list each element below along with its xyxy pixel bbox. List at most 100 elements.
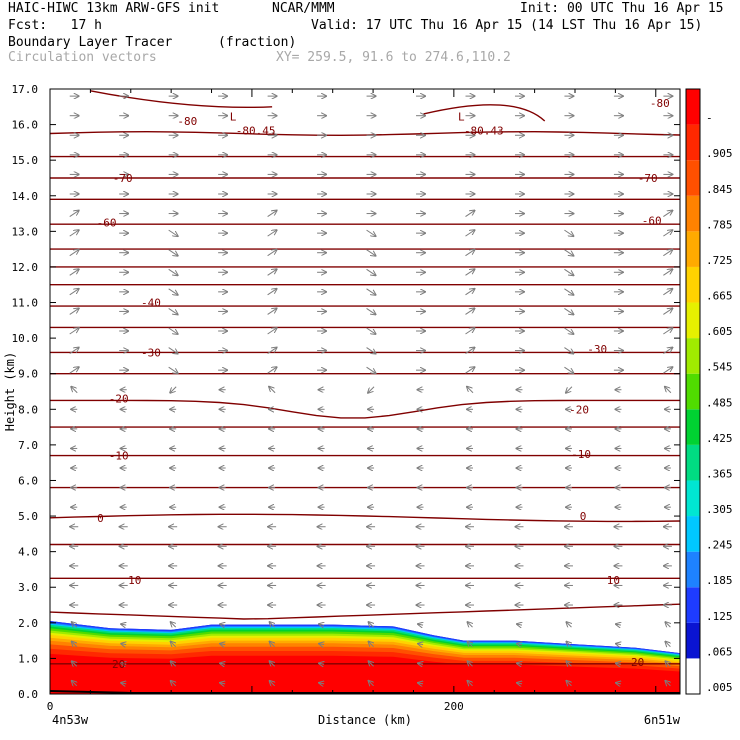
- circulation-vector: [319, 663, 324, 664]
- circulation-vector: [319, 683, 324, 684]
- colorbar-swatch: [686, 587, 700, 623]
- y-tick-label: 15.0: [12, 154, 39, 167]
- circulation-vector: [319, 644, 324, 645]
- contour-label: -30: [587, 343, 607, 356]
- y-tick-label: 10.0: [12, 332, 39, 345]
- x-endpoint-left: 4n53w: [52, 713, 89, 727]
- circulation-vector: [564, 327, 573, 334]
- circulation-vector: [418, 683, 423, 684]
- circulation-vector: [665, 642, 670, 647]
- circulation-vector: [566, 681, 571, 686]
- field-name: Boundary Layer Tracer: [8, 35, 173, 50]
- circulation-vector: [564, 249, 573, 256]
- circulation-vector: [369, 681, 374, 686]
- circulation-vector: [468, 622, 473, 627]
- contour-label: -70: [638, 172, 658, 185]
- circulation-vector: [465, 367, 475, 374]
- colorbar-swatch: [686, 516, 700, 552]
- contour-label: 0: [97, 512, 104, 525]
- contour-label: 10: [607, 574, 620, 587]
- y-tick-label: 5.0: [18, 510, 38, 523]
- circulation-vector: [168, 229, 178, 236]
- temperature-contour-line: [50, 399, 680, 419]
- colorbar-label: .545: [706, 361, 733, 374]
- vector-legend: Circulation vectors: [8, 50, 157, 65]
- org-label: NCAR/MMM: [272, 1, 335, 16]
- circulation-vector: [171, 642, 176, 647]
- circulation-vector: [270, 661, 275, 666]
- y-tick-label: 1.0: [18, 652, 38, 665]
- colorbar-swatch: [686, 302, 700, 339]
- contour-label: -30: [141, 346, 161, 359]
- circulation-vector: [168, 268, 178, 275]
- y-tick-label: 16.0: [12, 119, 39, 132]
- circulation-vector: [267, 367, 277, 374]
- circulation-vector: [366, 288, 376, 295]
- y-tick-label: 13.0: [12, 225, 39, 238]
- colorbar-swatch: [686, 444, 700, 481]
- colorbar-label: .725: [706, 254, 733, 267]
- contour-label: -60: [97, 216, 117, 229]
- circulation-vector: [270, 681, 275, 686]
- circulation-vector: [220, 683, 225, 684]
- circulation-vector: [465, 289, 475, 296]
- colorbar-swatch: [686, 231, 700, 267]
- circulation-vector: [564, 366, 573, 373]
- colorbar-swatch: [686, 480, 700, 517]
- circulation-vector: [121, 624, 126, 625]
- colorbar-swatch: [686, 551, 700, 588]
- circulation-vector: [366, 308, 376, 314]
- y-tick-label: 12.0: [12, 261, 39, 274]
- circulation-vector: [69, 211, 79, 217]
- contour-label: 20: [631, 656, 644, 669]
- colorbar-label: .425: [706, 432, 733, 445]
- circulation-vector: [566, 642, 571, 647]
- circulation-vector: [72, 642, 77, 647]
- temperature-contour-line: [50, 603, 680, 620]
- circulation-vector: [168, 288, 178, 295]
- circulation-vector: [69, 269, 79, 276]
- y-tick-label: 11.0: [12, 297, 39, 310]
- colorbar-label: .485: [706, 396, 733, 409]
- circulation-vector: [564, 347, 573, 354]
- circulation-vector: [121, 683, 126, 684]
- circulation-vector: [467, 387, 474, 394]
- forecast-hour: Fcst: 17 h: [8, 18, 102, 33]
- colorbar-label: .845: [706, 183, 733, 196]
- circulation-vector: [517, 683, 522, 684]
- colorbar-swatch: [686, 338, 700, 374]
- circulation-vector: [121, 644, 126, 645]
- colorbar-frame: [685, 88, 701, 695]
- circulation-vector: [418, 624, 423, 625]
- circulation-vector: [465, 328, 475, 335]
- contour-label: -70: [113, 172, 133, 185]
- contour-label: 10: [128, 574, 141, 587]
- circulation-vector: [369, 661, 374, 666]
- y-tick-label: 3.0: [18, 581, 38, 594]
- contour-label: -80: [177, 115, 197, 128]
- circulation-vector: [168, 327, 178, 334]
- circulation-vector: [468, 661, 473, 666]
- circulation-vector: [267, 230, 277, 237]
- temperature-contours: [50, 90, 680, 665]
- minimum-mark: L: [458, 110, 465, 123]
- circulation-vector: [564, 308, 573, 314]
- contour-label: -40: [141, 297, 161, 310]
- colorbar-swatch: [686, 658, 700, 694]
- circulation-vector: [517, 663, 522, 664]
- circulation-vector: [168, 347, 178, 354]
- colorbar-swatch: [686, 195, 700, 232]
- circulation-vector: [663, 367, 672, 374]
- colorbar-label: -: [706, 112, 713, 125]
- circulation-vector: [72, 661, 77, 666]
- circulation-vector: [663, 250, 672, 257]
- temperature-contour-line: [423, 104, 546, 122]
- circulation-vector: [72, 681, 77, 686]
- axes: 0.0 1.0 2.0 3.0 4.0 5.0 6.0 7.0 8.0 9.0 10.0 11.0 12…: [3, 83, 681, 727]
- circulation-vector: [267, 348, 277, 354]
- circulation-vector: [665, 681, 670, 686]
- y-tick-label: 2.0: [18, 617, 38, 630]
- circulation-vector: [616, 683, 621, 684]
- model-title: HAIC-HIWC 13km ARW-GFS init: [8, 1, 220, 16]
